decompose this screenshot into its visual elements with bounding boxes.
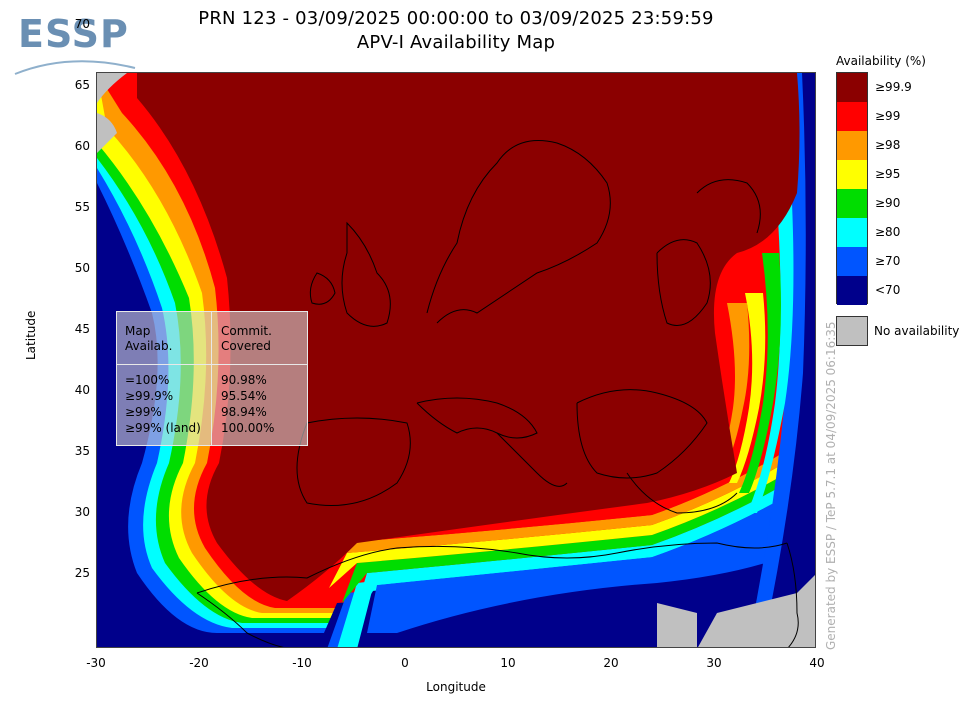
info-header-right-2: Covered	[221, 339, 271, 353]
ytick-label: 30	[74, 505, 90, 519]
legend-swatch	[837, 102, 867, 131]
legend-label: ≥70	[875, 254, 901, 268]
essp-logo: ESSP	[10, 12, 140, 82]
legend-label: ≥99	[875, 109, 901, 123]
legend-label: ≥90	[875, 196, 901, 210]
availability-map	[96, 72, 816, 648]
map-title: PRN 123 - 03/09/2025 00:00:00 to 03/09/2…	[198, 8, 714, 29]
xtick-label: -30	[86, 656, 106, 670]
map-subtitle: APV-I Availability Map	[356, 32, 556, 53]
legend-swatch	[837, 160, 867, 189]
info-row-right: 90.98%	[221, 373, 267, 387]
xtick-label: -20	[189, 656, 209, 670]
legend-no-availability-swatch	[836, 316, 868, 346]
legend-label: ≥98	[875, 138, 901, 152]
info-row-left: =100%	[125, 373, 170, 387]
info-header-right-1: Commit.	[221, 324, 272, 338]
xtick-label: -10	[292, 656, 312, 670]
ytick-label: 35	[74, 444, 90, 458]
legend-label: ≥95	[875, 167, 901, 181]
info-row-left: ≥99.9%	[125, 389, 174, 403]
ytick-label: 50	[74, 261, 90, 275]
xtick-label: 20	[603, 656, 619, 670]
zone-no-availability	[97, 73, 127, 103]
ytick-label: 40	[74, 383, 90, 397]
ytick-label: 45	[74, 322, 90, 336]
info-row-right: 100.00%	[221, 421, 275, 435]
info-header-left-2: Availab.	[125, 339, 173, 353]
zone-ge999	[137, 73, 800, 601]
map-canvas	[97, 73, 815, 647]
ytick-label: 25	[74, 566, 90, 580]
coverage-summary-box: Map Availab. Commit. Covered =100% 90.98…	[116, 311, 308, 446]
legend-no-availability-label: No availability	[874, 324, 960, 338]
logo-text: ESSP	[18, 12, 129, 56]
ytick-label: 60	[74, 139, 90, 153]
info-row-right: 95.54%	[221, 389, 267, 403]
ytick-label: 65	[74, 78, 90, 92]
legend-label: <70	[875, 283, 901, 297]
legend-label: ≥99.9	[875, 80, 912, 94]
info-row-right: 98.94%	[221, 405, 267, 419]
info-row-left: ≥99%	[125, 405, 162, 419]
xtick-label: 10	[500, 656, 516, 670]
legend-swatch	[837, 131, 867, 160]
legend-swatch	[837, 73, 867, 102]
info-row-left: ≥99% (land)	[125, 421, 201, 435]
coastlines	[196, 140, 799, 647]
y-axis-title: Latitude	[24, 310, 38, 360]
x-axis-title: Longitude	[426, 680, 486, 694]
legend-colorbar	[836, 72, 868, 305]
xtick-label: 40	[809, 656, 825, 670]
ytick-label: 70	[74, 17, 90, 31]
legend-label: ≥80	[875, 225, 901, 239]
info-header-left-1: Map	[125, 324, 151, 338]
legend-swatch	[837, 218, 867, 247]
ytick-label: 55	[74, 200, 90, 214]
legend-swatch	[837, 276, 867, 305]
logo-swoosh-icon	[14, 60, 136, 75]
legend-swatch	[837, 189, 867, 218]
xtick-label: 30	[706, 656, 722, 670]
generator-watermark: Generated by ESSP / TeP 5.7.1 at 04/09/2…	[824, 321, 838, 650]
xtick-label: 0	[401, 656, 409, 670]
legend-swatch	[837, 247, 867, 276]
legend-title: Availability (%)	[836, 54, 926, 68]
